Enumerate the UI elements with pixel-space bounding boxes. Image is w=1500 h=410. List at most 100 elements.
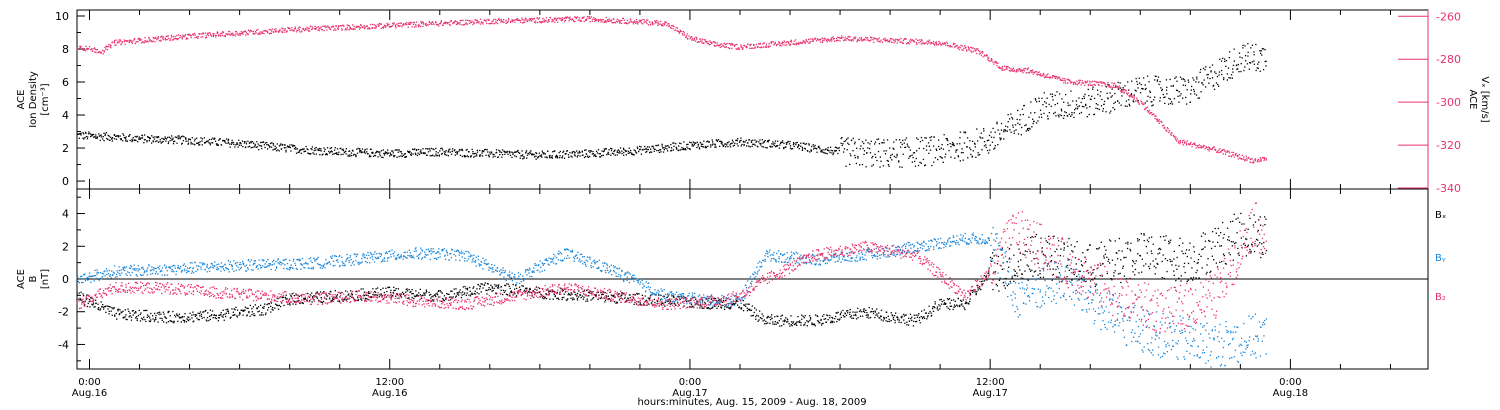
point-density (1003, 131, 1005, 133)
point-velocity (377, 23, 379, 25)
point-density (364, 150, 366, 152)
point-density (1192, 77, 1194, 79)
point-bx (526, 292, 529, 294)
point-velocity (665, 21, 667, 24)
point-velocity (1190, 141, 1192, 143)
point-bx (510, 291, 512, 293)
point-density (489, 151, 491, 153)
point-density (1041, 116, 1043, 118)
point-velocity (264, 29, 266, 32)
point-velocity (593, 18, 596, 20)
point-density (239, 142, 241, 144)
point-velocity (945, 44, 947, 46)
point-density (438, 155, 440, 157)
point-velocity (1257, 159, 1259, 161)
point-density (599, 156, 601, 158)
point-bx (309, 300, 311, 302)
point-velocity (167, 37, 170, 40)
point-bx (233, 308, 235, 310)
point-bx (735, 302, 737, 304)
point-velocity (740, 46, 742, 48)
point-bx (172, 310, 174, 313)
point-velocity (926, 43, 929, 45)
point-bx (749, 309, 751, 311)
point-bx (738, 307, 740, 309)
point-density (706, 141, 708, 143)
point-velocity (1155, 118, 1158, 120)
point-velocity (205, 35, 208, 37)
point-bx (82, 293, 84, 295)
point-density (1153, 99, 1155, 101)
point-density (498, 149, 500, 151)
point-bx (625, 300, 627, 303)
point-velocity (1117, 86, 1119, 88)
point-density (1078, 97, 1080, 99)
point-density (525, 150, 528, 152)
point-density (579, 155, 581, 157)
point-velocity (476, 21, 478, 23)
point-velocity (1192, 143, 1195, 145)
point-density (164, 137, 166, 140)
point-velocity (346, 24, 348, 26)
point-density (452, 148, 454, 150)
point-bx (257, 311, 259, 313)
point-velocity (393, 22, 395, 24)
point-density (339, 147, 341, 150)
point-density (732, 145, 734, 147)
point-density (1097, 108, 1099, 110)
point-velocity (488, 23, 490, 25)
point-velocity (1108, 85, 1110, 87)
point-bx (442, 299, 445, 301)
point-velocity (1092, 80, 1094, 82)
point-density (918, 147, 920, 150)
point-velocity (1188, 144, 1190, 146)
point-density (763, 141, 765, 143)
point-density (933, 145, 935, 147)
point-velocity (511, 20, 513, 22)
point-bx (448, 293, 450, 295)
point-density (491, 152, 493, 154)
point-density (622, 147, 625, 149)
point-density (276, 143, 278, 145)
point-bx (76, 292, 78, 294)
point-density (312, 152, 314, 154)
point-bx (411, 289, 413, 291)
point-density (764, 139, 766, 142)
point-density (1054, 104, 1056, 106)
point-density (167, 141, 170, 143)
point-bx (398, 297, 400, 299)
point-velocity (1108, 86, 1110, 88)
point-bx (437, 294, 439, 296)
point-density (93, 133, 95, 136)
point-bx (307, 292, 309, 295)
point-velocity (533, 21, 535, 23)
point-velocity (240, 32, 242, 35)
point-bx (748, 303, 750, 305)
point-bx (223, 319, 225, 321)
point-velocity (176, 34, 178, 37)
point-density (224, 141, 226, 143)
point-bx (336, 295, 338, 297)
point-velocity (630, 20, 632, 23)
point-bx (341, 291, 343, 294)
point-velocity (869, 40, 871, 42)
point-velocity (712, 41, 715, 43)
point-bx (629, 294, 631, 296)
point-velocity (868, 40, 870, 42)
point-density (144, 134, 146, 136)
point-velocity (1045, 75, 1047, 77)
point-density (940, 147, 942, 149)
point-bx (663, 295, 665, 297)
point-density (664, 147, 666, 149)
point-density (504, 151, 506, 153)
point-density (348, 150, 350, 152)
point-density (703, 146, 705, 148)
point-velocity (179, 34, 181, 37)
point-density (1241, 57, 1243, 59)
point-velocity (763, 42, 765, 44)
point-density (556, 156, 559, 158)
point-velocity (580, 20, 582, 22)
point-density (993, 136, 995, 139)
point-density (377, 156, 379, 158)
point-velocity (1156, 118, 1159, 120)
